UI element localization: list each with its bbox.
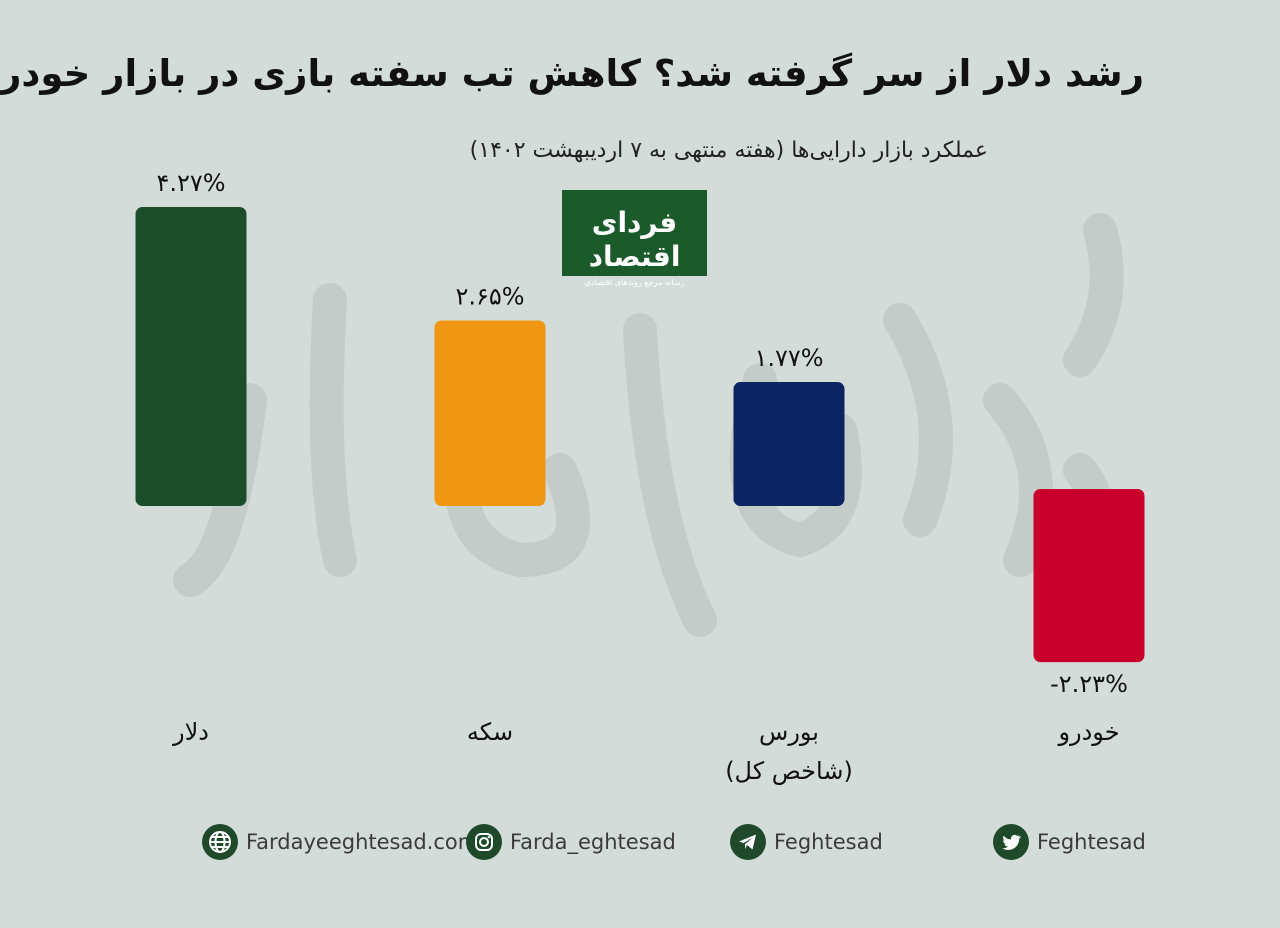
chart-title: رشد دلار از سر گرفته شد؟ کاهش تب سفته با… <box>0 52 1144 95</box>
logo-name: فردای اقتصاد <box>588 206 681 273</box>
globe-icon <box>202 824 238 860</box>
footer-twitter-text: Feghtesad <box>1037 830 1146 854</box>
footer-website-text: Fardayeeghtesad.com <box>246 830 479 854</box>
footer-instagram-text: Farda_eghtesad <box>510 830 676 854</box>
footer-website[interactable]: Fardayeeghtesad.com <box>202 822 478 862</box>
category-label-1: سکه <box>467 718 513 746</box>
chart-subtitle: عملکرد بازار دارایی‌ها (هفته منتهی به ۷ … <box>469 138 988 163</box>
bar-1 <box>434 320 546 506</box>
value-label-3: -۲.۲۳% <box>1050 670 1128 698</box>
footer-telegram[interactable]: Feghtesad <box>730 822 883 862</box>
category-label-0: دلار <box>172 718 209 746</box>
footer-instagram[interactable]: Farda_eghtesad <box>466 822 676 862</box>
brand-logo: فردای اقتصاد رسانه مرجع روندهای اقتصادی <box>562 190 707 287</box>
footer-twitter[interactable]: Feghtesad <box>993 822 1146 862</box>
footer-telegram-text: Feghtesad <box>774 830 883 854</box>
category-label-2: بورس <box>759 718 819 746</box>
telegram-icon <box>730 824 766 860</box>
bar-3 <box>1033 489 1145 663</box>
category-sublabel-2: (شاخص کل) <box>725 757 853 785</box>
bar-0 <box>135 207 247 506</box>
value-label-0: ۴.۲۷% <box>156 169 225 197</box>
category-label-3: خودرو <box>1057 718 1119 746</box>
twitter-icon <box>993 824 1029 860</box>
logo-tagline: رسانه مرجع روندهای اقتصادی <box>584 278 685 287</box>
value-label-1: ۲.۶۵% <box>455 282 524 310</box>
instagram-icon <box>466 824 502 860</box>
value-label-2: ۱.۷۷% <box>754 344 823 372</box>
bar-2 <box>733 382 845 506</box>
